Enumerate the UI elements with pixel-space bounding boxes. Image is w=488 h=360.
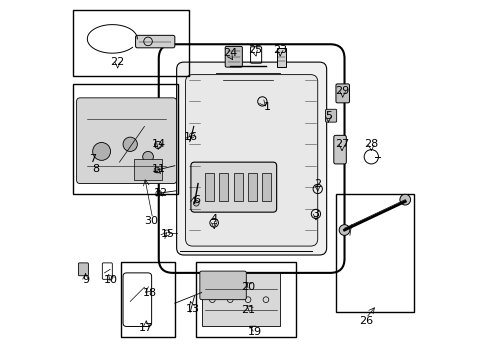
Text: 10: 10 bbox=[103, 275, 117, 285]
Text: 28: 28 bbox=[364, 139, 378, 149]
Bar bbox=[276, 48, 285, 67]
FancyBboxPatch shape bbox=[135, 35, 175, 48]
Text: 1: 1 bbox=[264, 102, 271, 112]
Bar bbox=[205, 173, 214, 202]
Text: 11: 11 bbox=[151, 164, 165, 174]
Bar bbox=[233, 173, 242, 202]
Bar bbox=[201, 273, 280, 327]
FancyBboxPatch shape bbox=[176, 62, 326, 255]
Text: 15: 15 bbox=[161, 229, 174, 239]
Text: 4: 4 bbox=[210, 214, 217, 224]
Text: 17: 17 bbox=[139, 323, 153, 333]
Text: 27: 27 bbox=[335, 139, 349, 149]
Text: 6: 6 bbox=[192, 195, 200, 204]
Text: 5: 5 bbox=[325, 111, 331, 121]
Bar bbox=[73, 10, 189, 76]
FancyBboxPatch shape bbox=[335, 84, 349, 103]
FancyBboxPatch shape bbox=[333, 135, 346, 164]
Text: 29: 29 bbox=[335, 86, 349, 96]
FancyBboxPatch shape bbox=[200, 271, 246, 300]
Circle shape bbox=[399, 194, 410, 205]
Text: 26: 26 bbox=[358, 316, 372, 326]
FancyBboxPatch shape bbox=[325, 109, 336, 122]
Text: 25: 25 bbox=[247, 45, 262, 55]
Text: 8: 8 bbox=[93, 164, 100, 174]
FancyBboxPatch shape bbox=[190, 162, 276, 212]
FancyBboxPatch shape bbox=[78, 263, 88, 276]
Text: 9: 9 bbox=[82, 275, 89, 285]
Text: 2: 2 bbox=[313, 179, 321, 189]
Text: 30: 30 bbox=[144, 216, 158, 226]
Text: 12: 12 bbox=[153, 188, 167, 198]
Circle shape bbox=[123, 137, 137, 152]
Text: 24: 24 bbox=[223, 48, 237, 58]
Text: 21: 21 bbox=[241, 305, 255, 315]
Text: 22: 22 bbox=[110, 57, 124, 67]
Circle shape bbox=[339, 225, 349, 235]
FancyBboxPatch shape bbox=[225, 46, 242, 67]
Bar bbox=[262, 173, 271, 202]
Circle shape bbox=[93, 143, 110, 160]
Bar bbox=[335, 194, 413, 312]
Circle shape bbox=[142, 152, 153, 162]
Bar bbox=[73, 84, 178, 194]
Text: 14: 14 bbox=[151, 139, 165, 149]
Text: 7: 7 bbox=[89, 154, 96, 163]
Bar bbox=[219, 173, 228, 202]
FancyBboxPatch shape bbox=[77, 98, 176, 184]
FancyBboxPatch shape bbox=[185, 75, 317, 246]
Text: 13: 13 bbox=[185, 303, 199, 314]
Text: 3: 3 bbox=[312, 209, 319, 219]
Circle shape bbox=[193, 201, 199, 206]
Text: 19: 19 bbox=[247, 327, 262, 337]
Text: 18: 18 bbox=[142, 288, 157, 297]
Bar bbox=[247, 173, 257, 202]
Text: 16: 16 bbox=[183, 132, 198, 142]
Bar bbox=[134, 158, 162, 180]
Bar bbox=[121, 262, 175, 337]
Text: 20: 20 bbox=[241, 282, 255, 292]
Bar bbox=[196, 262, 296, 337]
Text: 23: 23 bbox=[273, 45, 286, 55]
